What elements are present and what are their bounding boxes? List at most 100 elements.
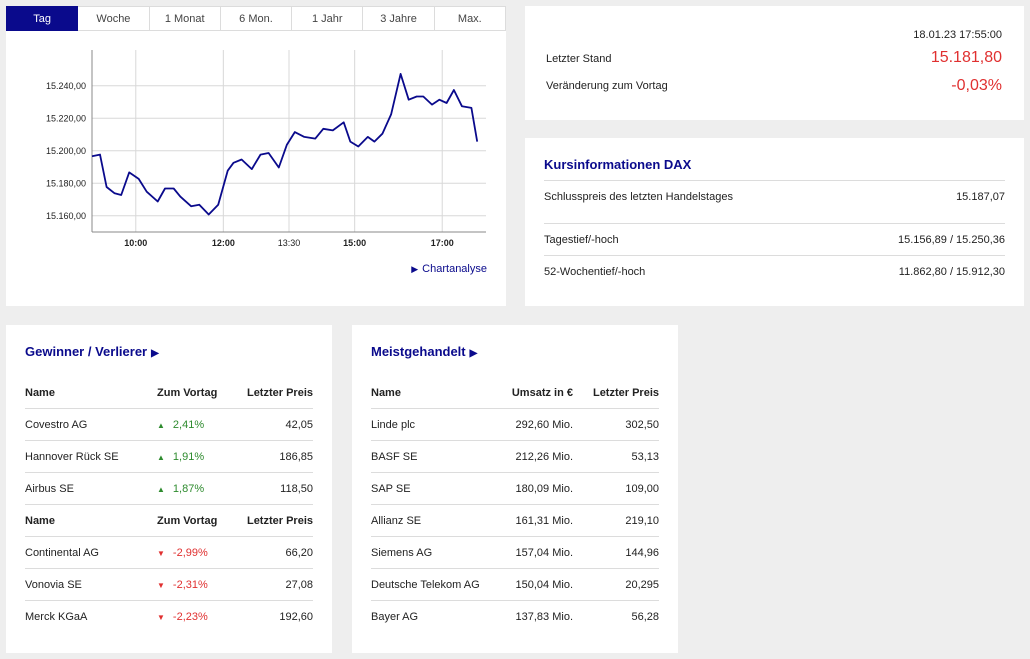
table-row[interactable]: Allianz SE 161,31 Mio. 219,10	[371, 505, 659, 537]
table-row[interactable]: SAP SE 180,09 Mio. 109,00	[371, 473, 659, 505]
up-arrow-icon: ▲	[157, 452, 165, 462]
table-row[interactable]: Covestro AG ▲ 2,41% 42,05	[25, 409, 313, 441]
tab-4[interactable]: 1 Jahr	[292, 6, 364, 31]
chartanalyse-label: Chartanalyse	[422, 263, 487, 275]
down-arrow-icon: ▼	[157, 580, 165, 590]
stock-price: 27,08	[285, 578, 313, 591]
gainers-losers-card: Gewinner / Verlierer ▶ Name Zum Vortag Letz…	[6, 325, 332, 653]
info-row: 52-Wochentief/-hoch 11.862,80 / 15.912,3…	[544, 255, 1005, 288]
stock-name[interactable]: Continental AG	[25, 546, 99, 559]
chartanalyse-link[interactable]: ▶ Chartanalyse	[411, 263, 487, 275]
chart-card: Tag Woche 1 Monat 6 Mon. 1 Jahr 3 Jahre Max. 1…	[6, 6, 506, 306]
stock-name[interactable]: Deutsche Telekom AG	[371, 578, 480, 591]
most-traded-title-link[interactable]: Meistgehandelt ▶	[371, 344, 477, 359]
stock-price: 56,28	[631, 611, 659, 623]
info-row-label: Tagestief/-hoch	[544, 234, 619, 246]
table-header-row: Name Umsatz in € Letzter Preis	[371, 377, 659, 409]
table-row[interactable]: Linde plc 292,60 Mio. 302,50	[371, 409, 659, 441]
tab-1[interactable]: Woche	[78, 6, 150, 31]
table-row[interactable]: Siemens AG 157,04 Mio. 144,96	[371, 537, 659, 569]
table-row[interactable]: Continental AG ▼ -2,99% 66,20	[25, 537, 313, 569]
table-header-row: Name Zum Vortag Letzter Preis	[25, 377, 313, 409]
stock-name[interactable]: Siemens AG	[371, 546, 433, 559]
stock-name[interactable]: Bayer AG	[371, 611, 419, 623]
play-icon: ▶	[411, 264, 419, 274]
chart-range-tabs: Tag Woche 1 Monat 6 Mon. 1 Jahr 3 Jahre Max.	[6, 6, 506, 32]
stock-name[interactable]: Vonovia SE	[25, 578, 82, 591]
table-row[interactable]: Merck KGaA ▼ -2,23% 192,60	[25, 601, 313, 633]
info-row-value: 15.187,07	[956, 191, 1005, 203]
most-traded-card: Meistgehandelt ▶ Name Umsatz in € Letzter P…	[352, 325, 678, 653]
change-value: -0,03%	[951, 77, 1002, 94]
stock-change: ▼ -2,99%	[157, 547, 243, 559]
table-row[interactable]: Bayer AG 137,83 Mio. 56,28	[371, 601, 659, 633]
stock-change-value: -2,99%	[172, 546, 208, 559]
stock-price: 20,295	[625, 578, 659, 591]
stock-name[interactable]: Merck KGaA	[25, 611, 88, 623]
table-row[interactable]: Vonovia SE ▼ -2,31% 27,08	[25, 569, 313, 601]
stock-price: 302,50	[625, 418, 659, 431]
stock-change-value: 1,87%	[172, 482, 205, 495]
last-value-label: Letzter Stand	[546, 53, 612, 65]
header-price: Letzter Preis	[246, 514, 313, 527]
y-tick-label: 15.180,00	[46, 178, 86, 188]
stock-turnover: 150,04 Mio.	[515, 578, 573, 591]
info-row-label: 52-Wochentief/-hoch	[544, 266, 646, 278]
header-name: Name	[371, 386, 401, 399]
index-line-chart: 15.160,00 15.180,00 15.200,00 15.220,00 15.2…	[46, 50, 486, 248]
header-name: Name	[25, 514, 55, 527]
kursinfo-title: Kursinformationen DAX	[544, 157, 692, 172]
stock-price: 66,20	[285, 546, 313, 559]
stock-name[interactable]: Airbus SE	[25, 482, 74, 495]
index-series-line	[91, 73, 479, 216]
info-row-label: Schlusspreis des letzten Handelstages	[544, 191, 733, 203]
tab-6[interactable]: Max.	[434, 6, 506, 31]
stock-price: 192,60	[279, 611, 313, 623]
stock-price: 219,10	[625, 514, 659, 527]
down-arrow-icon: ▼	[157, 613, 165, 622]
stock-change-value: 2,41%	[172, 418, 205, 431]
quote-card: 18.01.23 17:55:00 Letzter Stand 15.181,8…	[525, 6, 1024, 120]
stock-turnover: 292,60 Mio.	[515, 418, 573, 431]
stock-name[interactable]: Hannover Rück SE	[25, 450, 119, 463]
stock-turnover: 180,09 Mio.	[515, 482, 573, 495]
table-row[interactable]: Deutsche Telekom AG 150,04 Mio. 20,295	[371, 569, 659, 601]
stock-change-value: -2,23%	[172, 611, 208, 623]
y-tick-label: 15.200,00	[46, 146, 86, 156]
x-tick-label: 17:00	[431, 238, 454, 248]
gainers-losers-title-link[interactable]: Gewinner / Verlierer ▶	[25, 344, 159, 359]
stock-change: ▲ 1,87%	[157, 483, 243, 495]
gainers-losers-title: Gewinner / Verlierer	[25, 344, 148, 359]
table-row[interactable]: Airbus SE ▲ 1,87% 118,50	[25, 473, 313, 505]
stock-price: 109,00	[625, 482, 659, 495]
y-tick-label: 15.160,00	[46, 211, 86, 221]
stock-name[interactable]: SAP SE	[371, 482, 411, 495]
stock-change-value: -2,31%	[172, 578, 208, 591]
y-tick-label: 15.220,00	[46, 113, 86, 123]
quote-timestamp: 18.01.23 17:55:00	[913, 29, 1002, 41]
stock-change-value: 1,91%	[172, 450, 205, 463]
stock-name[interactable]: Allianz SE	[371, 514, 422, 527]
tab-0[interactable]: Tag	[6, 6, 79, 31]
down-arrow-icon: ▼	[157, 548, 165, 558]
table-row[interactable]: Hannover Rück SE ▲ 1,91% 186,85	[25, 441, 313, 473]
stock-turnover: 212,26 Mio.	[515, 450, 573, 463]
tab-3[interactable]: 6 Mon.	[220, 6, 293, 31]
stock-price: 118,50	[280, 482, 313, 495]
stock-price: 186,85	[279, 450, 313, 463]
tab-5[interactable]: 3 Jahre	[363, 6, 435, 31]
stock-turnover: 137,83 Mio.	[515, 611, 573, 623]
stock-name[interactable]: BASF SE	[371, 450, 418, 463]
stock-name[interactable]: Covestro AG	[25, 418, 88, 431]
stock-name[interactable]: Linde plc	[371, 418, 416, 431]
up-arrow-icon: ▲	[157, 484, 165, 494]
table-header-row: Name Zum Vortag Letzter Preis	[25, 505, 313, 537]
stock-change: ▲ 2,41%	[157, 419, 243, 431]
kursinfo-card: Kursinformationen DAX Schlusspreis des l…	[525, 138, 1024, 306]
tab-2[interactable]: 1 Monat	[149, 6, 221, 31]
most-traded-table: Name Umsatz in € Letzter Preis Linde plc 292…	[371, 377, 659, 633]
table-row[interactable]: BASF SE 212,26 Mio. 53,13	[371, 441, 659, 473]
last-value: 15.181,80	[930, 49, 1002, 66]
stock-price: 42,05	[285, 418, 313, 431]
stock-turnover: 161,31 Mio.	[515, 514, 573, 527]
